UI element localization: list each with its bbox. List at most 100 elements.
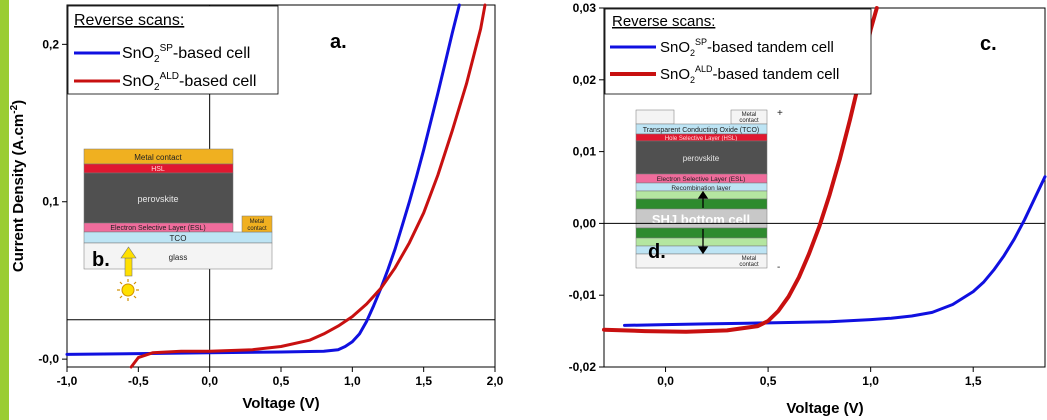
x-tick-label: 0,5 xyxy=(273,374,290,388)
inset-b-light-arrow-head xyxy=(120,246,137,259)
x-tick-label: -1,0 xyxy=(57,374,78,388)
ticks-a: -1,0 -0,5 0,0 0,5 1,0 1,5 2,0 -0,0 0,1 0,2 xyxy=(38,37,503,388)
y-tick-label: 0,01 xyxy=(573,145,597,159)
inset-d-hsl-label: Hole Selective Layer (HSL) xyxy=(665,136,737,142)
x-tick-label: 2,0 xyxy=(487,374,504,388)
series-line-ald xyxy=(602,6,879,334)
chart-panel-c: 0,0 0,5 1,0 1,5 -0,02 -0,01 0,00 0,01 0,02 0,03 M… xyxy=(569,1,1047,417)
inset-d-top-metal-line2: contact xyxy=(739,118,759,124)
legend-c-ald-sup: ALD xyxy=(695,64,713,74)
series-line-sp xyxy=(623,175,1047,327)
inset-b-light-arrow-shaft xyxy=(124,257,133,277)
legend-a-sp-sup: SP xyxy=(160,43,174,54)
legend-box-c xyxy=(604,8,872,95)
y-tick-label: -0,02 xyxy=(569,360,597,374)
legend-c-sp-sup: SP xyxy=(695,37,707,47)
inset-d-green-layer-1 xyxy=(635,198,768,210)
inset-b-glass-label: glass xyxy=(169,253,188,262)
inset-d-tco-label: Transparent Conducting Oxide (TCO) xyxy=(643,127,759,134)
inset-b-metal-contact-label: Metal contact xyxy=(134,153,182,162)
y-axis-label-a-main: Current Density (A.cm xyxy=(10,114,27,272)
y-tick-label: 0,1 xyxy=(42,195,59,209)
x-tick-label: 0,5 xyxy=(760,374,777,388)
y-axis-label-a-sup: -2 xyxy=(9,104,20,113)
y-tick-label: -0,01 xyxy=(569,288,597,302)
x-axis-label-a: Voltage (V) xyxy=(242,395,319,412)
inset-d-esl-label: Electron Selective Layer (ESL) xyxy=(657,176,746,183)
inset-d-minus-sign: - xyxy=(777,262,780,273)
inset-b-hsl-label: HSL xyxy=(151,166,165,173)
inset-b-side-metal-contact xyxy=(241,215,273,233)
inset-d-bottom-metal-layer xyxy=(635,253,768,269)
left-accent-stripe xyxy=(0,0,9,420)
legend-c-ald-sub: 2 xyxy=(690,75,695,85)
inset-b-side-metal-line2: contact xyxy=(247,226,267,232)
y-tick-label: -0,0 xyxy=(38,352,59,366)
legend-c-sp-base: SnO xyxy=(660,39,690,56)
legend-box-a xyxy=(67,5,279,95)
y-axis-label-a: Current Density (A.cm-2) xyxy=(9,100,27,272)
y-tick-label: 0,03 xyxy=(573,1,597,15)
series-line-ald xyxy=(129,3,487,369)
y-tick-label: 0,00 xyxy=(573,216,597,230)
y-tick-label: 0,02 xyxy=(573,73,597,87)
legend-a-sp-rest: -based cell xyxy=(173,45,250,62)
inset-b-device-schematic: Metal contact HSL perovskite Electron Se… xyxy=(83,148,273,301)
legend-a-ald-base: SnO xyxy=(122,73,154,90)
legend-a: Reverse scans: SnO2SP-based cell SnO2ALD… xyxy=(67,5,279,95)
x-tick-label: 1,0 xyxy=(862,374,879,388)
x-tick-label: 0,0 xyxy=(657,374,674,388)
ticks-c: 0,0 0,5 1,0 1,5 -0,02 -0,01 0,00 0,01 0,02 0,03 xyxy=(569,1,982,388)
series-group-c xyxy=(602,6,1047,334)
inset-d-down-arrow xyxy=(697,229,709,255)
inset-d-perovskite-label: perovskite xyxy=(683,154,720,163)
series-group-a xyxy=(65,3,487,369)
inset-b-tco-label: TCO xyxy=(170,234,187,243)
x-tick-label: 1,0 xyxy=(344,374,361,388)
inset-d-bottom-metal-line1: Metal xyxy=(742,256,757,262)
inset-b-side-metal-line1: Metal xyxy=(250,219,265,225)
x-tick-label: 1,5 xyxy=(965,374,982,388)
inset-d-recombination-label: Recombination layer xyxy=(671,185,731,192)
inset-d-plus-sign: + xyxy=(777,108,783,119)
legend-c-sp-sub: 2 xyxy=(690,48,695,58)
legend-a-sp-sub: 2 xyxy=(154,54,160,65)
inset-d-up-arrow xyxy=(697,190,709,208)
panel-label-a: a. xyxy=(330,31,347,53)
legend-title-c: Reverse scans: xyxy=(612,13,715,30)
inset-b-glass-layer xyxy=(83,242,273,270)
inset-d-top-spacer xyxy=(635,109,675,125)
legend-a-sp-base: SnO xyxy=(122,45,154,62)
panel-label-c: c. xyxy=(980,33,997,55)
sun-icon xyxy=(117,279,139,301)
x-tick-label: 0,0 xyxy=(201,374,218,388)
x-axis-label-c: Voltage (V) xyxy=(786,400,863,417)
inset-d-shj-label: SHJ bottom cell xyxy=(652,212,750,227)
inset-b-esl-label: Electron Selective Layer (ESL) xyxy=(110,225,205,232)
legend-a-ald-sub: 2 xyxy=(154,82,160,93)
legend-a-ald-sup: ALD xyxy=(160,71,179,82)
chart-panel-a: -1,0 -0,5 0,0 0,5 1,0 1,5 2,0 -0,0 0,1 0,2 Metal … xyxy=(9,3,504,412)
legend-a-ald-rest: -based cell xyxy=(179,73,256,90)
legend-title-a: Reverse scans: xyxy=(74,12,184,29)
plot-frame-c xyxy=(603,7,1046,368)
legend-entry-a-ald: SnO2ALD-based cell xyxy=(122,71,256,93)
y-tick-label: 0,2 xyxy=(42,37,59,51)
legend-entry-a-sp: SnO2SP-based cell xyxy=(122,43,250,65)
legend-entry-c-sp: SnO2SP-based tandem cell xyxy=(660,37,834,58)
y-axis-label-a-close: ) xyxy=(10,100,27,105)
legend-c-ald-base: SnO xyxy=(660,66,690,83)
inset-b-perovskite-label: perovskite xyxy=(137,194,178,204)
inset-d-green-layer-2 xyxy=(635,227,768,239)
inset-d-top-metal-line1: Metal xyxy=(742,112,757,118)
legend-entry-c-ald: SnO2ALD-based tandem cell xyxy=(660,64,839,85)
panel-label-b: b. xyxy=(92,249,110,271)
x-tick-label: -0,5 xyxy=(128,374,149,388)
legend-c-sp-rest: -based tandem cell xyxy=(707,39,834,56)
inset-d-bottom-metal-line2: contact xyxy=(739,262,759,268)
panel-label-d: d. xyxy=(648,241,666,263)
inset-b-perovskite-layer xyxy=(83,172,234,224)
legend-c: Reverse scans: SnO2SP-based tandem cell … xyxy=(604,8,872,95)
legend-c-ald-rest: -based tandem cell xyxy=(713,66,840,83)
